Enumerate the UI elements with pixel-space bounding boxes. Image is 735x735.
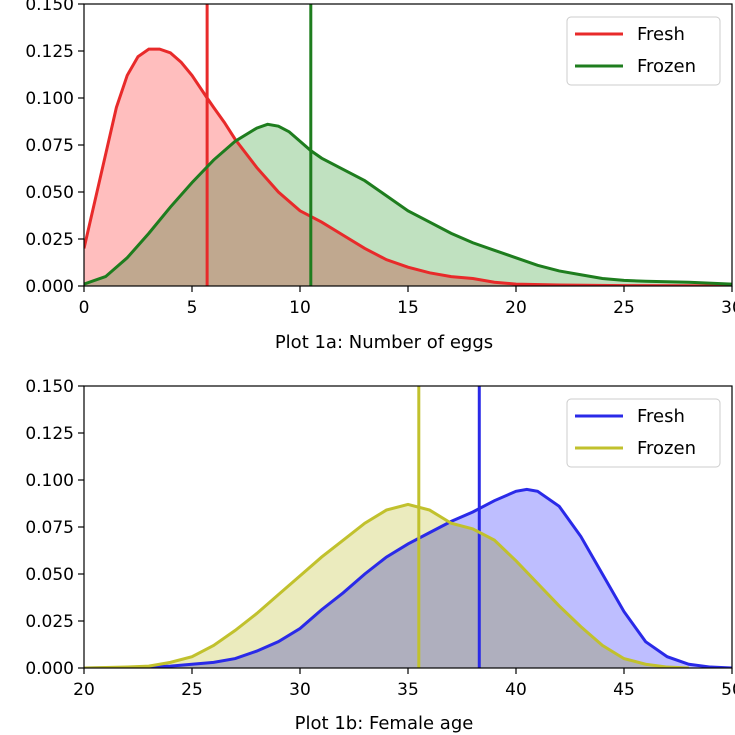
- chart-1: 0.000 0.025 0.050 0.075 0.100 0.125 0.150 0 5 10 1…: [25, 0, 735, 353]
- x-tick-label: 20: [505, 298, 527, 318]
- x-tick-label: 25: [181, 680, 203, 700]
- x-tick-label: 30: [289, 680, 311, 700]
- x-tick-label: 50: [721, 680, 735, 700]
- y-tick-label: 0.050: [25, 565, 74, 585]
- y-tick-label: 0.125: [25, 42, 74, 62]
- y-tick-label: 0.075: [25, 518, 74, 538]
- y-tick-label: 0.150: [25, 0, 74, 15]
- legend-label-fresh: Fresh: [637, 24, 685, 45]
- density-line-fresh: [84, 47, 732, 286]
- density-line-frozen: [84, 122, 732, 286]
- y-tick-label: 0.025: [25, 612, 74, 632]
- plot-area: [84, 386, 732, 668]
- x-axis-label: Plot 1a: Number of eggs: [275, 332, 493, 353]
- x-tick-label: 0: [79, 298, 90, 318]
- density-line-fresh: [84, 487, 732, 668]
- y-tick-label: 0.100: [25, 471, 74, 491]
- y-tick-label: 0.050: [25, 183, 74, 203]
- density-fill-frozen: [84, 504, 689, 668]
- chart-2: 0.000 0.025 0.050 0.075 0.100 0.125 0.150 20 25 3…: [25, 377, 735, 734]
- x-tick-label: 45: [613, 680, 635, 700]
- y-tick-label: 0.075: [25, 136, 74, 156]
- density-line-frozen: [84, 502, 689, 668]
- x-tick-label: 10: [289, 298, 311, 318]
- x-tick-label: 40: [505, 680, 527, 700]
- legend-label-fresh: Fresh: [637, 406, 685, 427]
- x-tick-label: 30: [721, 298, 735, 318]
- x-axis-label: Plot 1b: Female age: [295, 713, 474, 734]
- legend: Fresh Frozen: [566, 16, 721, 86]
- x-tick-label: 20: [73, 680, 95, 700]
- y-tick-label: 0.000: [25, 659, 74, 679]
- y-tick-label: 0.125: [25, 424, 74, 444]
- y-tick-label: 0.000: [25, 277, 74, 297]
- x-tick-label: 5: [187, 298, 198, 318]
- density-fill-frozen: [84, 124, 732, 286]
- plot-area: [84, 4, 732, 286]
- legend-label-frozen: Frozen: [637, 438, 696, 459]
- y-tick-label: 0.100: [25, 89, 74, 109]
- y-tick-label: 0.150: [25, 377, 74, 397]
- x-tick-label: 25: [613, 298, 635, 318]
- x-tick-label: 35: [397, 680, 419, 700]
- legend-label-frozen: Frozen: [637, 56, 696, 77]
- x-tick-label: 15: [397, 298, 419, 318]
- legend: Fresh Frozen: [566, 398, 721, 468]
- y-tick-label: 0.025: [25, 230, 74, 250]
